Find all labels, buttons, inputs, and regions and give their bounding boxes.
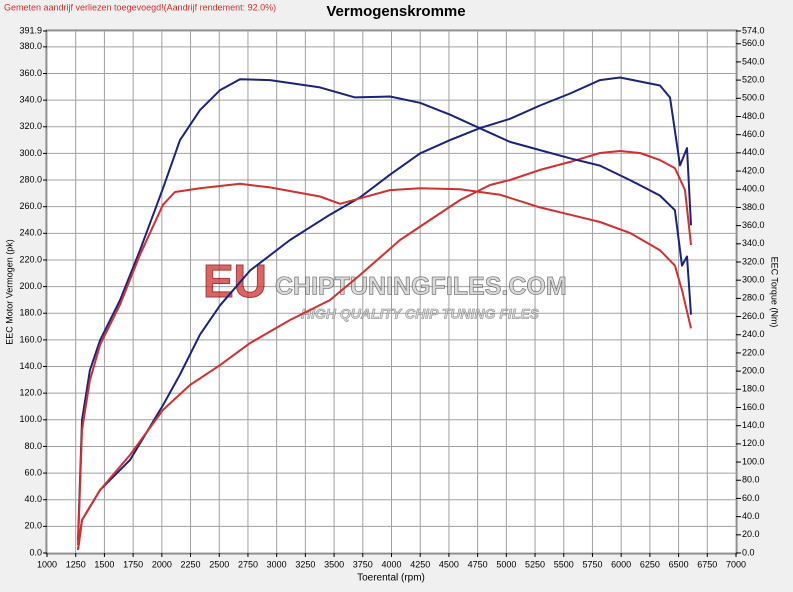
y2-tick-label: 240.0: [742, 329, 765, 339]
y-tick-label: 60.0: [24, 467, 42, 477]
y2-tick-label: 80.0: [742, 475, 760, 485]
y2-tick-label: 40.0: [742, 511, 760, 521]
y-tick-label: 20.0: [24, 521, 42, 531]
x-tick-label: 6000: [611, 559, 631, 569]
y2-tick-label: 300.0: [742, 275, 765, 285]
y2-tick-label: 540.0: [742, 56, 765, 66]
x-tick-label: 4250: [410, 559, 430, 569]
y-tick-label: 220.0: [19, 254, 42, 264]
x-tick-label: 6500: [669, 559, 689, 569]
y2-tick-label: 220.0: [742, 347, 765, 357]
y2-tick-label: 460.0: [742, 129, 765, 139]
y-tick-label: 40.0: [24, 494, 42, 504]
y-tick-label: 140.0: [19, 361, 42, 371]
x-tick-label: 6250: [640, 559, 660, 569]
y-tick-label: 100.0: [19, 414, 42, 424]
x-tick-label: 4750: [468, 559, 488, 569]
y-axis-label: EEC Motor Vermogen (pk): [4, 239, 14, 345]
y-tick-label: 160.0: [19, 334, 42, 344]
y2-tick-label: 320.0: [742, 256, 765, 266]
x-tick-label: 2250: [181, 559, 201, 569]
y2-tick-label: 100.0: [742, 456, 765, 466]
y2-tick-label: 140.0: [742, 420, 765, 430]
y2-tick-label: 574.0: [742, 25, 765, 35]
y-tick-label: 240.0: [19, 228, 42, 238]
y2-tick-label: 340.0: [742, 238, 765, 248]
chart-title: Vermogenskromme: [326, 3, 465, 20]
x-tick-label: 3000: [267, 559, 287, 569]
y2-tick-label: 260.0: [742, 311, 765, 321]
x-tick-label: 1000: [37, 559, 57, 569]
y2-tick-label: 440.0: [742, 147, 765, 157]
series-line: [77, 76, 692, 551]
y-tick-label: 200.0: [19, 281, 42, 291]
y-tick-label: 260.0: [19, 201, 42, 211]
x-tick-label: 7000: [726, 559, 746, 569]
x-tick-label: 5000: [496, 559, 516, 569]
y-tick-label: 300.0: [19, 148, 42, 158]
y2-tick-label: 400.0: [742, 184, 765, 194]
y2-tick-label: 500.0: [742, 93, 765, 103]
x-tick-label: 4000: [381, 559, 401, 569]
x-tick-label: 6750: [697, 559, 717, 569]
y2-tick-label: 20.0: [742, 529, 760, 539]
y2-tick-label: 380.0: [742, 202, 765, 212]
watermark-tagline: HIGH QUALITY CHIP TUNING FILES: [301, 306, 540, 322]
y-tick-label: 120.0: [19, 388, 42, 398]
x-tick-label: 3500: [324, 559, 344, 569]
y-tick-label: 360.0: [19, 68, 42, 78]
y2-tick-label: 420.0: [742, 165, 765, 175]
y-tick-label: 340.0: [19, 95, 42, 105]
x-tick-label: 5750: [582, 559, 602, 569]
series-line: [77, 150, 692, 551]
y-tick-label: 180.0: [19, 308, 42, 318]
x-tick-label: 4500: [439, 559, 459, 569]
y2-tick-label: 0.0: [742, 547, 755, 557]
y2-tick-label: 60.0: [742, 493, 760, 503]
x-tick-label: 3250: [295, 559, 315, 569]
x-tick-label: 2500: [209, 559, 229, 569]
watermark: EU CHIPTUNINGFILES.COM HIGH QUALITY CHIP…: [203, 255, 568, 322]
y2-tick-label: 160.0: [742, 402, 765, 412]
y-tick-label: 80.0: [24, 441, 42, 451]
y2-tick-label: 200.0: [742, 365, 765, 375]
y-tick-label: 320.0: [19, 121, 42, 131]
y2-tick-label: 360.0: [742, 220, 765, 230]
watermark-site: CHIPTUNINGFILES.COM: [275, 273, 567, 301]
y2-tick-label: 180.0: [742, 384, 765, 394]
x-tick-label: 2000: [152, 559, 172, 569]
y2-tick-label: 520.0: [742, 74, 765, 84]
x-tick-label: 2750: [238, 559, 258, 569]
y2-tick-label: 280.0: [742, 293, 765, 303]
x-tick-label: 1250: [66, 559, 86, 569]
x-tick-label: 5500: [554, 559, 574, 569]
note: Gemeten aandrijf verliezen toegevoegd!(A…: [4, 2, 276, 12]
y2-axis-label: EEC Torque (Nm): [770, 257, 780, 328]
y2-tick-label: 480.0: [742, 111, 765, 121]
x-tick-label: 1750: [123, 559, 143, 569]
y2-tick-label: 560.0: [742, 38, 765, 48]
series-line: [77, 78, 692, 541]
y2-tick-label: 120.0: [742, 438, 765, 448]
y-tick-label: 380.0: [19, 41, 42, 51]
x-tick-label: 1500: [94, 559, 114, 569]
watermark-brand: EU: [203, 255, 267, 307]
y-tick-label: 0.0: [29, 547, 42, 557]
series-line: [77, 182, 692, 546]
y-tick-label: 280.0: [19, 174, 42, 184]
y-tick-label: 391.9: [19, 25, 42, 35]
x-tick-label: 3750: [353, 559, 373, 569]
x-axis-label: Toerental (rpm): [357, 573, 425, 584]
x-tick-label: 5250: [525, 559, 545, 569]
